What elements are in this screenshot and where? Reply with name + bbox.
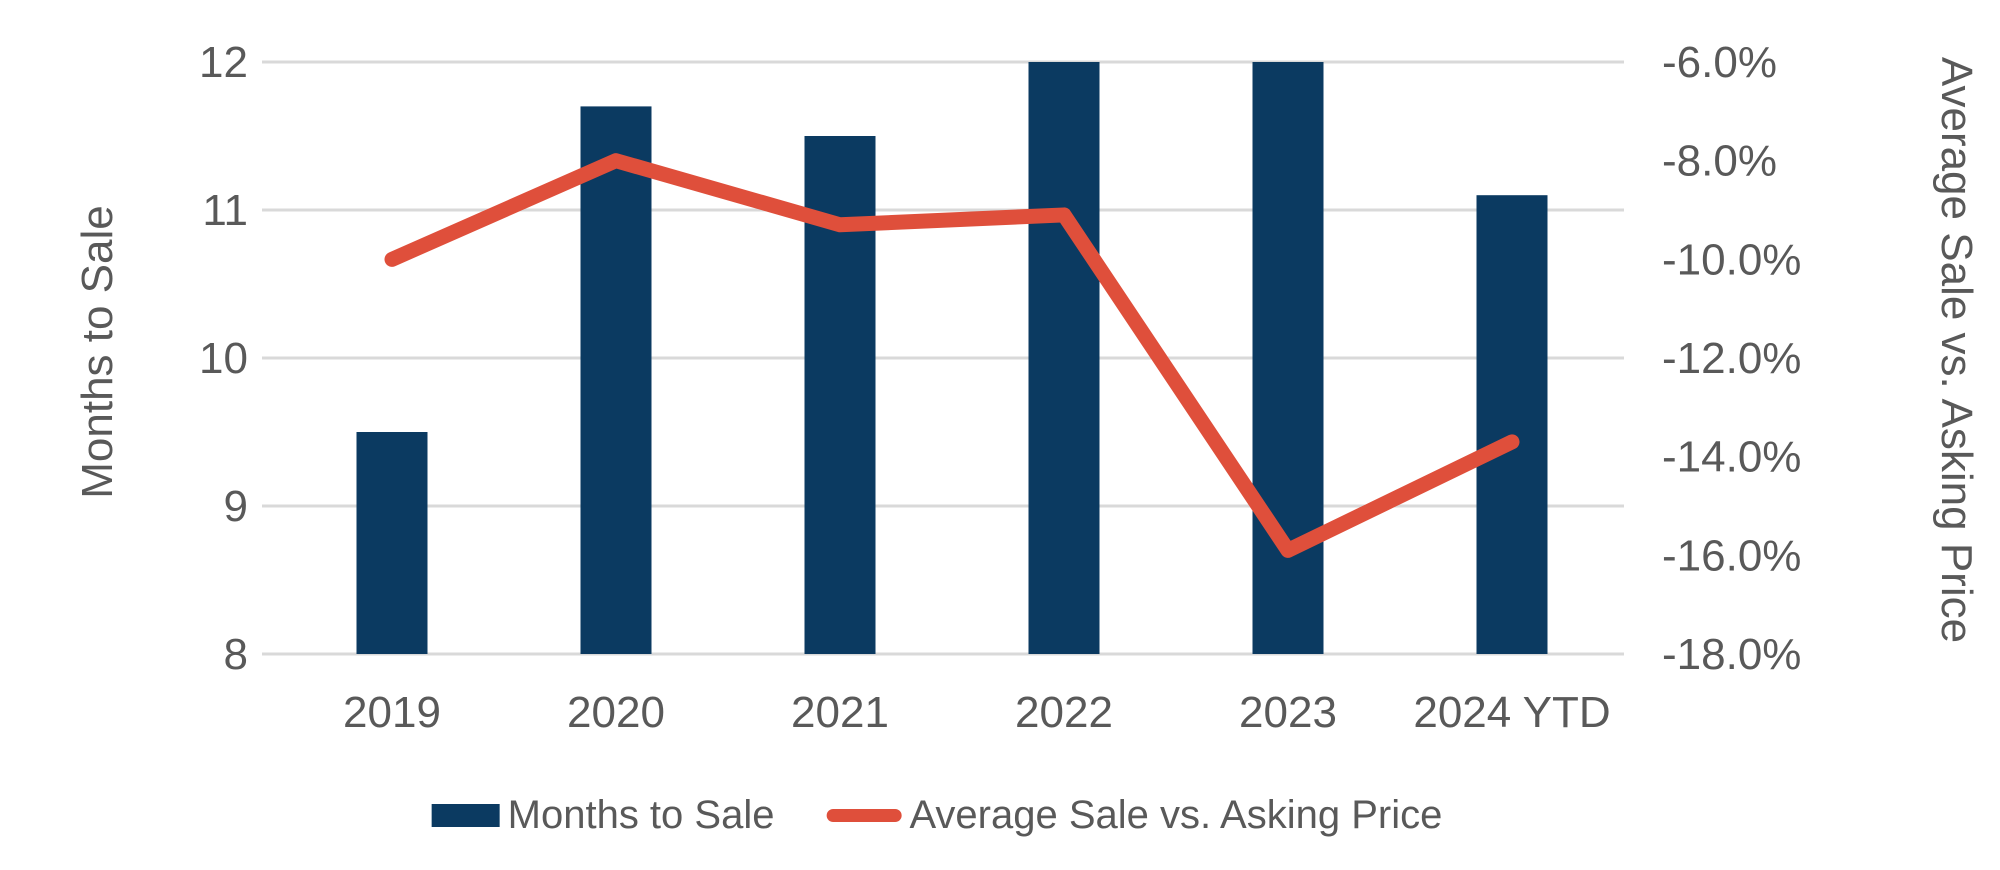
x-axis-label: 2021 <box>791 688 889 737</box>
x-axis-label: 2023 <box>1239 688 1337 737</box>
legend-item-average-sale: Average Sale vs. Asking Price <box>826 793 1442 838</box>
left-axis-tick: 10 <box>199 334 248 383</box>
average-sale-line <box>384 153 1520 558</box>
bar-2023 <box>1252 62 1324 654</box>
bar-2020 <box>580 106 652 654</box>
bar-2022 <box>1028 62 1100 654</box>
right-axis-tick: -6.0% <box>1662 38 1777 87</box>
right-axis-tick: -10.0% <box>1662 235 1801 284</box>
line-swatch <box>826 809 902 822</box>
left-axis-tick: 11 <box>202 186 248 235</box>
x-axis-label: 2022 <box>1015 688 1113 737</box>
right-axis-title: Average Sale vs. Asking Price <box>1932 56 1981 644</box>
bar-swatch <box>431 804 500 827</box>
left-axis-title: Months to Sale <box>73 205 122 499</box>
right-axis-tick: -14.0% <box>1662 433 1801 482</box>
legend: Months to Sale Average Sale vs. Asking P… <box>431 793 1442 838</box>
right-axis-tick: -18.0% <box>1662 630 1801 679</box>
legend-item-months-to-sale: Months to Sale <box>431 793 775 838</box>
bar-2019 <box>356 432 428 654</box>
right-axis-tick: -16.0% <box>1662 531 1801 580</box>
x-axis-label: 2024 YTD <box>1413 688 1610 737</box>
legend-label-months-to-sale: Months to Sale <box>507 793 775 837</box>
x-axis-label: 2019 <box>343 688 441 737</box>
right-axis-tick: -12.0% <box>1662 334 1801 383</box>
left-axis-tick: 8 <box>224 630 248 679</box>
bar-2024 YTD <box>1476 195 1548 654</box>
legend-label-average-sale: Average Sale vs. Asking Price <box>909 793 1443 837</box>
right-axis-tick: -8.0% <box>1662 137 1777 186</box>
left-axis-tick: 9 <box>224 482 248 531</box>
x-axis-label: 2020 <box>567 688 665 737</box>
left-axis-tick: 12 <box>199 38 248 87</box>
